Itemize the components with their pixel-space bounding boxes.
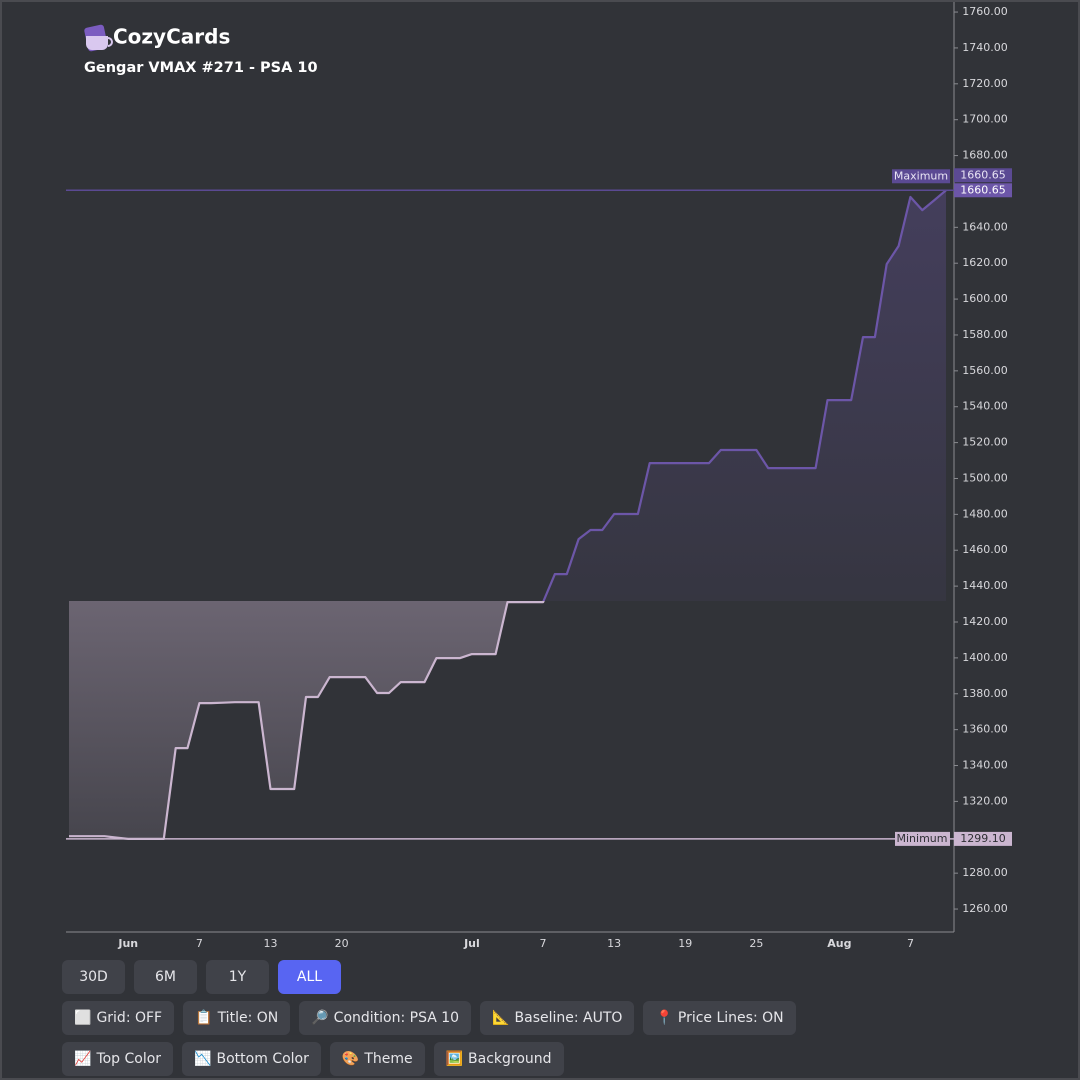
- x-tick-label: Aug: [827, 937, 851, 950]
- price-line-value: 1660.65: [960, 168, 1006, 181]
- price-line-value-box: [954, 831, 1012, 846]
- price-line-value: 1299.10: [960, 832, 1006, 845]
- button-icon: 📉: [194, 1051, 212, 1067]
- price-line-value-box: [954, 168, 1012, 183]
- last-value-label: 1660.65: [960, 183, 1006, 196]
- toggle-row: ⬜ Grid: OFF 📋 Title: ON 🔎 Condition: PSA 10 📐 B…: [62, 1001, 796, 1035]
- button[interactable]: ⬜ Grid: OFF: [62, 1001, 175, 1035]
- x-tick-label: Jun: [117, 937, 138, 950]
- area: [69, 190, 946, 839]
- range-row: 30D 6M 1Y ALL: [62, 960, 341, 994]
- button-label: Baseline: AUTO: [514, 1010, 623, 1026]
- x-tick-label: 7: [540, 937, 547, 950]
- price-line-title-box: [892, 169, 950, 184]
- button-icon: 📈: [74, 1051, 92, 1067]
- y-tick-label: 1580.00: [962, 328, 1008, 341]
- button[interactable]: 📉 Bottom Color: [182, 1042, 321, 1076]
- button-icon: 🔎: [311, 1010, 329, 1026]
- logo: [84, 24, 113, 52]
- button[interactable]: 30D: [62, 960, 125, 994]
- x-tick-label: Jul: [463, 937, 480, 950]
- y-tick-label: 1600.00: [962, 292, 1008, 305]
- y-tick-label: 1740.00: [962, 41, 1008, 54]
- button[interactable]: ALL: [278, 960, 341, 994]
- button-label: Bottom Color: [216, 1051, 309, 1067]
- y-tick-label: 1760.00: [962, 5, 1008, 18]
- x-tick-label: 19: [678, 937, 692, 950]
- button-icon: 📐: [492, 1010, 510, 1026]
- y-tick-label: 1400.00: [962, 651, 1008, 664]
- y-tick-label: 1340.00: [962, 759, 1008, 772]
- chart: CozyCards Gengar VMAX #271 - PSA 10 1260…: [66, 2, 1012, 950]
- button-label: Title: ON: [217, 1010, 279, 1026]
- button[interactable]: 6M: [134, 960, 197, 994]
- x-tick-label: 7: [196, 937, 203, 950]
- button[interactable]: 📐 Baseline: AUTO: [480, 1001, 635, 1035]
- y-tick-label: 1640.00: [962, 220, 1008, 233]
- y-tick-label: 1360.00: [962, 723, 1008, 736]
- button-icon: 🖼️: [445, 1051, 464, 1067]
- x-tick-label: 25: [749, 937, 763, 950]
- y-tick-label: 1540.00: [962, 400, 1008, 413]
- price-line-title-box: [895, 831, 950, 846]
- button[interactable]: 🖼️ Background: [433, 1042, 564, 1076]
- y-tick-label: 1520.00: [962, 436, 1008, 449]
- button-label: Theme: [364, 1051, 413, 1067]
- x-tick-label: 20: [335, 937, 349, 950]
- button-label: Background: [468, 1051, 552, 1067]
- price-line-title: Maximum: [894, 169, 948, 182]
- action-row: 📈 Top Color 📉 Bottom Color 🎨 Theme 🖼️ Backgroun…: [62, 1042, 564, 1076]
- brand: CozyCards: [113, 25, 230, 49]
- button-label: Top Color: [96, 1051, 162, 1067]
- button[interactable]: 🎨 Theme: [329, 1042, 425, 1076]
- x-tick-label: 13: [607, 937, 621, 950]
- y-tick-label: 1320.00: [962, 794, 1008, 807]
- y-tick-label: 1720.00: [962, 77, 1008, 90]
- chart-title: Gengar VMAX #271 - PSA 10: [84, 60, 318, 76]
- y-tick-label: 1280.00: [962, 866, 1008, 879]
- y-tick-label: 1380.00: [962, 687, 1008, 700]
- button[interactable]: 🔎 Condition: PSA 10: [299, 1001, 472, 1035]
- y-tick-label: 1440.00: [962, 579, 1008, 592]
- y-tick-label: 1480.00: [962, 507, 1008, 520]
- button[interactable]: 1Y: [206, 960, 269, 994]
- button[interactable]: 📈 Top Color: [62, 1042, 174, 1076]
- last-value-box: [954, 183, 1012, 198]
- button-icon: 🎨: [341, 1051, 360, 1067]
- button-icon: ⬜: [74, 1010, 92, 1026]
- price-line-series: [69, 189, 947, 840]
- y-tick-label: 1460.00: [962, 543, 1008, 556]
- button-icon: 📍: [655, 1010, 673, 1026]
- y-tick-label: 1620.00: [962, 256, 1008, 269]
- y-tick-label: 1500.00: [962, 471, 1008, 484]
- x-tick-label: 13: [263, 937, 277, 950]
- y-tick-label: 1680.00: [962, 149, 1008, 162]
- y-tick-label: 1700.00: [962, 113, 1008, 126]
- button[interactable]: 📋 Title: ON: [183, 1001, 291, 1035]
- button-label: Grid: OFF: [96, 1010, 163, 1026]
- button-icon: 📋: [195, 1010, 213, 1026]
- button-label: Condition: PSA 10: [333, 1010, 460, 1026]
- y-tick-label: 1420.00: [962, 615, 1008, 628]
- price-line-title: Minimum: [897, 832, 948, 845]
- y-tick-label: 1260.00: [962, 902, 1008, 915]
- button-label: Price Lines: ON: [677, 1010, 784, 1026]
- x-tick-label: 7: [907, 937, 914, 950]
- button[interactable]: 📍 Price Lines: ON: [643, 1001, 796, 1035]
- y-tick-label: 1560.00: [962, 364, 1008, 377]
